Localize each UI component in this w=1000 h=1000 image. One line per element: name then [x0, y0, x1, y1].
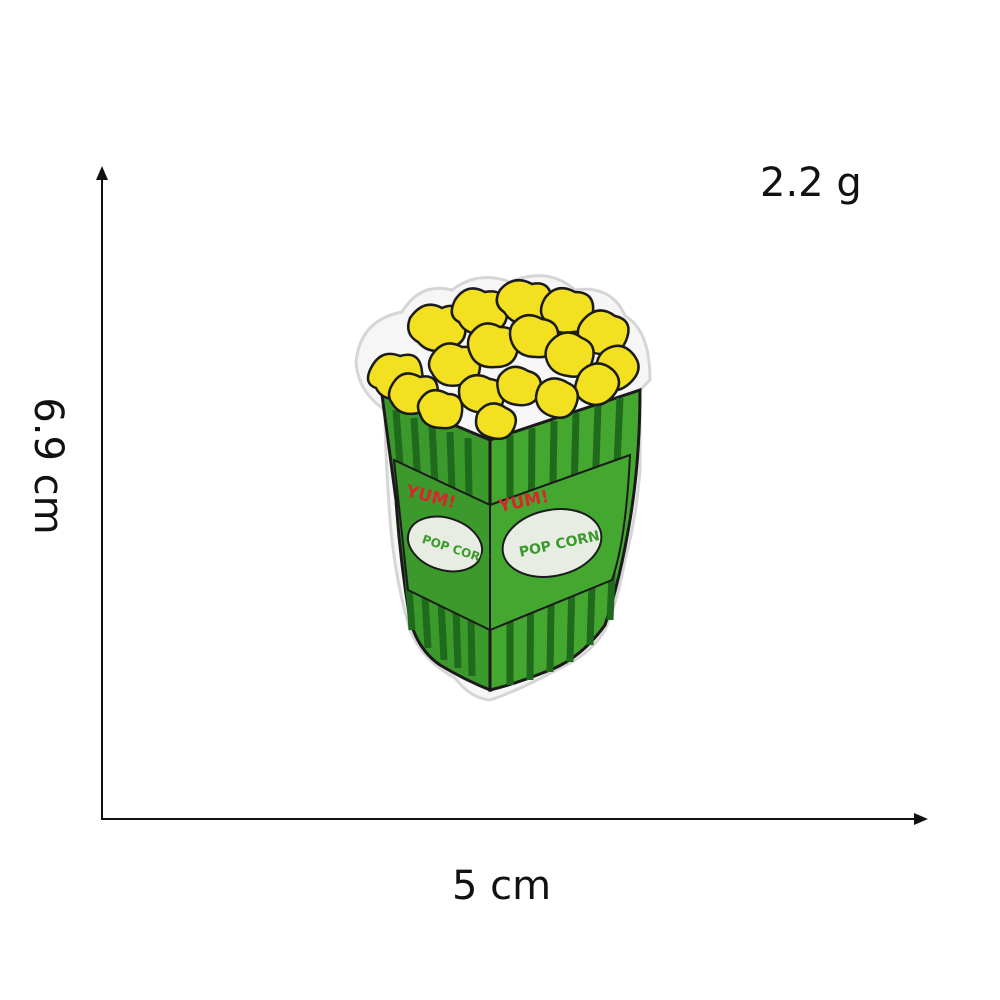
popcorn-kernels — [366, 278, 640, 441]
oval-label-right — [501, 508, 603, 578]
height-label: 6.9 cm — [25, 397, 71, 535]
oval-label-left — [406, 515, 484, 573]
weight-label: 2.2 g — [760, 160, 862, 206]
width-axis-arrowhead — [914, 813, 928, 825]
width-label: 5 cm — [452, 863, 552, 909]
height-axis-arrowhead — [96, 166, 108, 180]
popcorn-box: YUM! YUM! POP CORN POP CORN — [380, 387, 642, 693]
